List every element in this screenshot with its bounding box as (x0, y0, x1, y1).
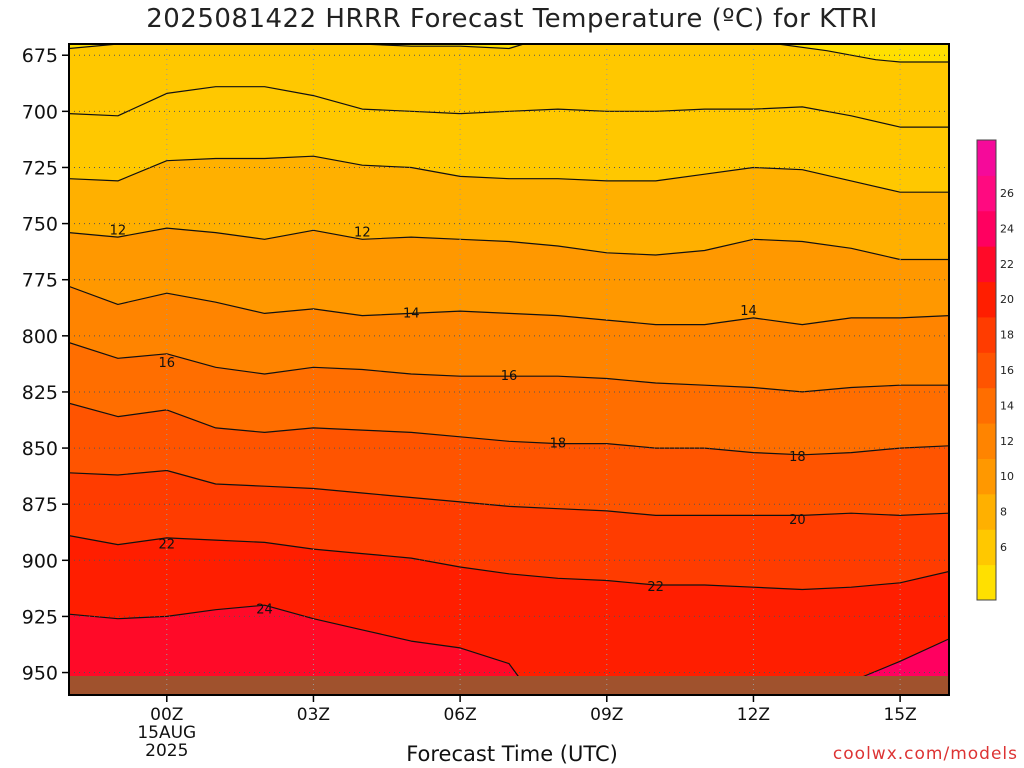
watermark-text: coolwx.com/models (832, 744, 1018, 764)
colorbar-swatch (977, 352, 996, 389)
x-tick-label: 03Z (297, 705, 330, 725)
contour-label: 22 (159, 538, 176, 553)
colorbar-swatch (977, 564, 996, 601)
colorbar-tick-label: 8 (1000, 506, 1007, 519)
terrain-ground (69, 676, 949, 695)
contour-label: 12 (354, 226, 371, 241)
x-tick-label: 00Z (150, 705, 183, 725)
y-tick-label: 925 (22, 606, 58, 628)
plot-frame (68, 43, 950, 696)
contour-line-10-5 (69, 227, 949, 261)
x-tick-label: 06Z (443, 705, 476, 725)
colorbar-swatch (977, 493, 996, 530)
colorbar-tick-label: 22 (1000, 258, 1014, 271)
contour-line-20-10 (69, 535, 949, 591)
x-axis-title: Forecast Time (UTC) (406, 742, 618, 766)
contour-line-4-2 (777, 44, 949, 63)
y-tick-label: 875 (22, 494, 58, 516)
colorbar: 6 8 10 12 14 16 18 20 22 24 26 (976, 139, 1014, 601)
contour-line-4-1 (362, 44, 524, 50)
contour-label: 12 (110, 223, 127, 238)
chart-title: 2025081422 HRRR Forecast Temperature (ºC… (146, 4, 878, 34)
colorbar-swatch (977, 210, 996, 247)
contour-label: 14 (403, 306, 420, 321)
colorbar-tick-label: 24 (1000, 222, 1014, 235)
y-tick-label: 800 (22, 326, 58, 348)
colorbar-tick-label: 20 (1000, 293, 1014, 306)
colorbar-tick-label: 14 (1000, 399, 1014, 412)
band-22-24-west (69, 605, 519, 695)
y-tick-label: 900 (22, 550, 58, 572)
y-tick-label: 675 (22, 45, 58, 67)
y-tick-label: 825 (22, 382, 58, 404)
y-tick-label: 775 (22, 270, 58, 292)
contour-line-8-4 (69, 155, 949, 193)
grid-layer (69, 44, 949, 695)
y-tick-label: 700 (22, 101, 58, 123)
y-tick-label: 950 (22, 663, 58, 685)
y-tick-label: 750 (22, 214, 58, 236)
colorbar-tick-label: 26 (1000, 187, 1014, 200)
colorbar-tick-label: 6 (1000, 541, 1007, 554)
contour-label: 18 (789, 450, 806, 465)
colorbar-swatch (977, 458, 996, 495)
colorbar-swatch (977, 175, 996, 212)
x-tick-date-label: 15AUG (137, 723, 196, 743)
contour-line-16-8 (69, 402, 949, 456)
contour-label: 22 (647, 580, 664, 595)
colorbar-swatch (977, 423, 996, 459)
colorbar-swatch (977, 246, 996, 283)
contour-line-18-9 (69, 469, 949, 517)
contour-label: 20 (789, 513, 806, 528)
colorbar-swatch (977, 529, 996, 566)
x-tick-label: 09Z (590, 705, 623, 725)
y-tick-label: 850 (22, 438, 58, 460)
contour-line-14-7 (69, 342, 949, 393)
x-tick-label: 12Z (737, 705, 770, 725)
colorbar-tick-label: 10 (1000, 470, 1014, 483)
y-axis: 675 700 725 750 775 800 825 850 875 900 925 950 (22, 45, 69, 685)
band-top-patch-1 (362, 44, 524, 49)
colorbar-tick-label: 18 (1000, 329, 1014, 342)
colorbar-tick-label: 12 (1000, 435, 1014, 448)
colorbar-tick-label: 16 (1000, 364, 1014, 377)
x-tick-date-label: 2025 (145, 741, 188, 761)
contour-label: 14 (740, 304, 757, 319)
colorbar-swatch (977, 387, 996, 424)
colorbar-frame (976, 139, 997, 601)
colorbar-swatch (977, 281, 996, 318)
contour-label: 16 (501, 369, 518, 384)
y-tick-label: 725 (22, 157, 58, 179)
filled-contour-layer (69, 44, 949, 695)
contour-label: 24 (256, 603, 273, 618)
band-top-patch-2 (777, 44, 949, 62)
colorbar-swatch (977, 316, 996, 353)
contour-label: 16 (159, 356, 176, 371)
colorbar-swatch (977, 140, 996, 176)
contour-label-layer: 12 12 14 14 16 16 18 18 20 22 22 24 (110, 223, 806, 617)
contour-label: 18 (550, 437, 567, 452)
contour-line-12-6 (69, 285, 949, 326)
x-tick-label: 15Z (883, 705, 916, 725)
